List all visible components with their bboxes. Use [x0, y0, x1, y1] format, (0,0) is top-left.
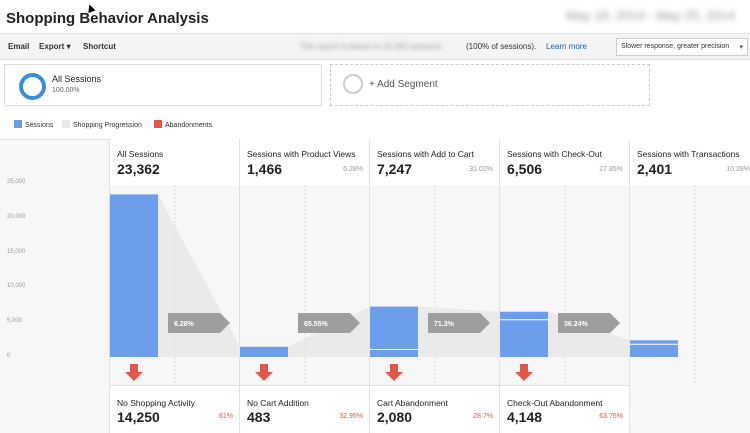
- export-label: Export: [39, 42, 65, 51]
- step-percent: 27.85%: [599, 166, 623, 173]
- abandonment-value: 2,080: [377, 409, 413, 425]
- abandonment-arrow-icon: [515, 364, 533, 381]
- abandonment-percent: 63.76%: [599, 413, 623, 420]
- abandonment-percent: 61%: [218, 413, 233, 420]
- abandonment-value: 483: [247, 409, 271, 425]
- abandonment-value: 4,148: [507, 409, 543, 425]
- abandonment-no-cart-addition[interactable]: No Cart Addition 483 32.95%: [240, 385, 369, 433]
- progression-percent-label: 65.55%: [304, 321, 329, 328]
- legend-label: Abandonments: [165, 122, 213, 129]
- add-segment-label: + Add Segment: [369, 79, 438, 90]
- abandonment-no-shopping-activity[interactable]: No Shopping Activity 14,250 61%: [110, 385, 239, 433]
- segment-name: All Sessions: [52, 74, 102, 84]
- step-percent: 6.28%: [343, 166, 363, 173]
- precision-select-value: Slower response, greater precision: [621, 43, 730, 50]
- progression-arrow: [298, 313, 360, 333]
- bar-sessions-with-product-views: [240, 346, 288, 357]
- legend-swatch: [14, 120, 22, 128]
- legend-swatch: [154, 120, 162, 128]
- step-title: All Sessions: [117, 149, 164, 159]
- bar-sessions-with-transactions: [630, 340, 678, 357]
- progression-arrow: [168, 313, 230, 333]
- segment-ring-icon: [19, 73, 46, 100]
- progression-percent-label: 36.24%: [564, 321, 589, 328]
- bar-sessions-with-check-out: [500, 311, 548, 357]
- abandonment-arrow-icon: [255, 364, 273, 381]
- y-tick-label: 0: [7, 353, 11, 359]
- step-value: 6,506: [507, 161, 543, 177]
- y-tick-label: 20,000: [7, 213, 26, 220]
- step-value: 1,466: [247, 161, 283, 177]
- step-title: Sessions with Transactions: [637, 149, 740, 159]
- sampling-notice: This report is based on 23,362 sessions: [300, 42, 442, 51]
- abandonment-percent: 28.7%: [473, 413, 493, 420]
- abandonment-title: Check-Out Abandonment: [507, 398, 603, 408]
- legend-swatch: [62, 120, 70, 128]
- sampling-percent: (100% of sessions).: [466, 42, 537, 51]
- step-title: Sessions with Add to Cart: [377, 149, 474, 159]
- abandonment-arrow-icon: [125, 364, 143, 381]
- legend-label: Shopping Progression: [73, 122, 142, 129]
- progression-arrow: [558, 313, 620, 333]
- y-tick-label: 5,000: [7, 318, 23, 325]
- bar-all-sessions: [110, 194, 158, 357]
- abandonment-title: No Cart Addition: [247, 398, 309, 408]
- step-title: Sessions with Product Views: [247, 149, 356, 159]
- y-tick-label: 10,000: [7, 283, 26, 290]
- abandonment-value: 14,250: [117, 409, 160, 425]
- bar-sessions-with-add-to-cart: [370, 306, 418, 357]
- step-header-add-to-cart[interactable]: Sessions with Add to Cart 7,247 31.02%: [370, 139, 499, 185]
- abandonment-check-out[interactable]: Check-Out Abandonment 4,148 63.76%: [500, 385, 629, 433]
- column-divider: [109, 139, 110, 433]
- progression-percent-label: 71.3%: [434, 321, 455, 328]
- email-button[interactable]: Email: [8, 42, 30, 51]
- report-toolbar: Email Export ▾ Shortcut This report is b…: [0, 33, 750, 60]
- chevron-down-icon: ▾: [739, 44, 743, 51]
- page-title: Shopping Behavior Analysis: [6, 10, 209, 27]
- segment-percent: 100.00%: [52, 87, 80, 94]
- chevron-down-icon: ▾: [66, 42, 71, 51]
- legend-item-abandonments: Abandonments: [154, 120, 212, 129]
- precision-select[interactable]: Slower response, greater precision ▾: [616, 38, 748, 56]
- abandonment-percent: 32.95%: [339, 413, 363, 420]
- date-range-picker[interactable]: May 18, 2014 - May 25, 2014: [566, 8, 736, 23]
- export-menu[interactable]: Export ▾: [39, 42, 71, 51]
- step-header-check-out[interactable]: Sessions with Check-Out 6,506 27.85%: [500, 139, 629, 185]
- legend-item-shopping-progression: Shopping Progression: [62, 120, 142, 129]
- step-value: 7,247: [377, 161, 413, 177]
- segment-all-sessions[interactable]: All Sessions 100.00%: [4, 64, 322, 106]
- shortcut-button[interactable]: Shortcut: [83, 42, 116, 51]
- step-percent: 10.28%: [726, 166, 750, 173]
- column-divider: [239, 139, 240, 433]
- step-value: 23,362: [117, 161, 160, 177]
- step-header-transactions[interactable]: Sessions with Transactions 2,401 10.28%: [630, 139, 750, 185]
- column-divider: [499, 139, 500, 433]
- abandonment-title: No Shopping Activity: [117, 398, 195, 408]
- column-divider: [629, 139, 630, 433]
- column-divider: [369, 139, 370, 433]
- step-header-all-sessions[interactable]: All Sessions 23,362: [110, 139, 239, 185]
- empty-segment-ring-icon: [343, 74, 363, 94]
- legend-label: Sessions: [25, 122, 54, 129]
- step-value: 2,401: [637, 161, 673, 177]
- progression-percent-label: 6.28%: [174, 321, 195, 328]
- progression-arrow: [428, 313, 490, 333]
- y-tick-label: 25,000: [7, 179, 26, 185]
- step-title: Sessions with Check-Out: [507, 149, 602, 159]
- step-header-product-views[interactable]: Sessions with Product Views 1,466 6.28%: [240, 139, 369, 185]
- legend-item-sessions: Sessions: [14, 120, 53, 129]
- y-tick-label: 15,000: [7, 248, 26, 255]
- learn-more-link[interactable]: Learn more: [546, 42, 587, 51]
- abandonment-cart[interactable]: Cart Abandonment 2,080 28.7%: [370, 385, 499, 433]
- abandonment-title: Cart Abandonment: [377, 398, 448, 408]
- step-percent: 31.02%: [469, 166, 493, 173]
- add-segment-button[interactable]: + Add Segment: [330, 64, 650, 106]
- abandonment-arrow-icon: [385, 364, 403, 381]
